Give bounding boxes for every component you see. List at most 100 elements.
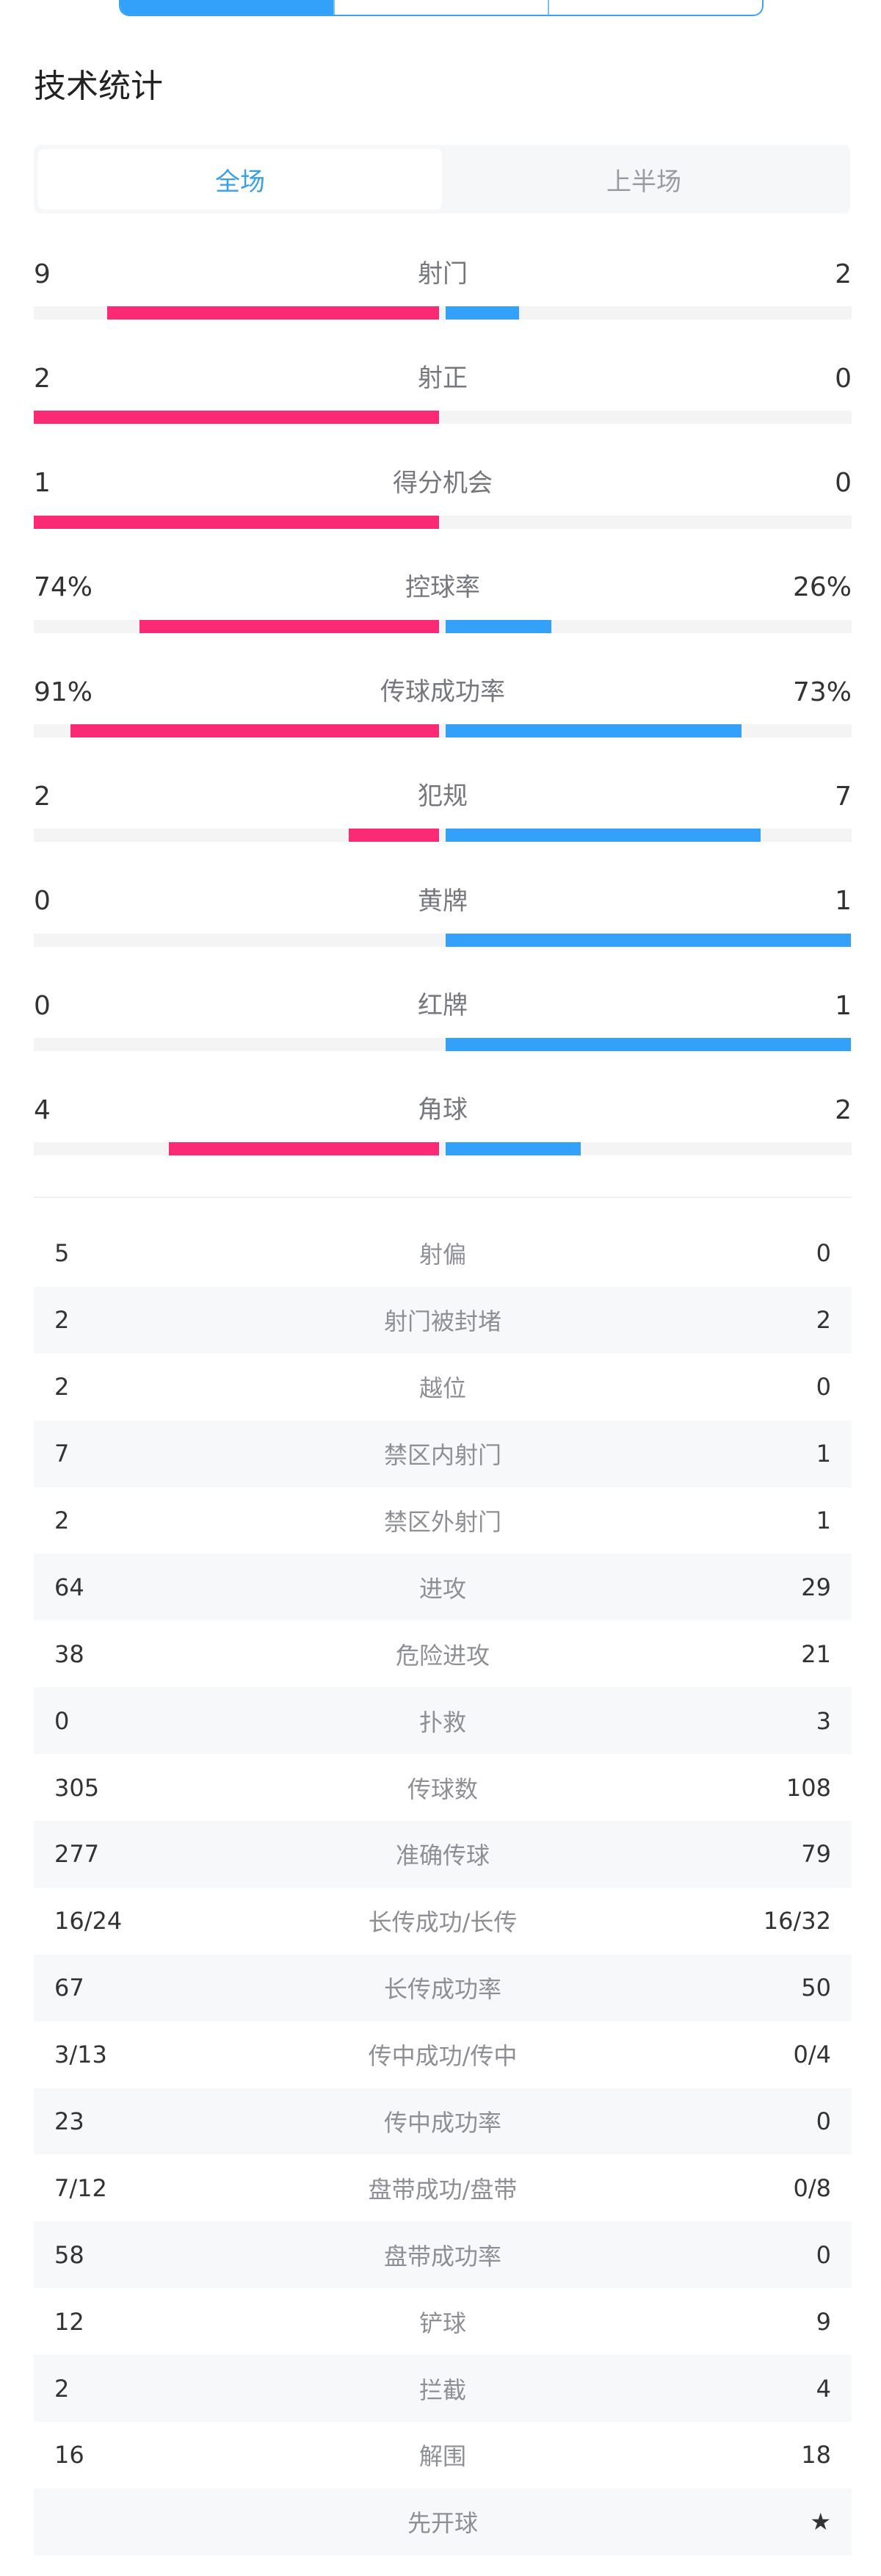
- away-value: 2: [835, 1094, 852, 1125]
- home-value: 2: [34, 363, 51, 394]
- away-value: 50: [801, 1974, 831, 2002]
- stat-bar-row: 74% 26% 控球率: [34, 563, 852, 668]
- bar-stats: 9 2 射门 2 0 射正 1 0 得分机会 74% 26% 控球率 91% 73% 传球…: [34, 250, 852, 1191]
- away-value: 9: [816, 2307, 831, 2336]
- away-value: 73%: [792, 677, 852, 707]
- away-value: 2: [816, 1306, 831, 1335]
- stat-label: 黄牌: [418, 886, 468, 916]
- period-tabs: 全场 上半场: [34, 145, 850, 214]
- home-value: 23: [54, 2107, 84, 2136]
- stat-label: 犯规: [418, 782, 468, 812]
- section-title: 技术统计: [34, 68, 163, 105]
- home-bar: [349, 829, 439, 843]
- away-value: 16/32: [763, 1907, 831, 1935]
- stat-bar-track: [34, 1038, 852, 1052]
- stat-label: 长传成功率: [383, 1975, 501, 2004]
- stat-label: 传中成功率: [383, 2109, 501, 2137]
- home-value: 0: [54, 1706, 70, 1735]
- stat-bar-row: 0 1 黄牌: [34, 877, 852, 981]
- stat-label: 准确传球: [395, 1841, 490, 1870]
- table-row: 先开球 ★: [34, 2488, 852, 2555]
- stat-label: 射正: [418, 364, 468, 394]
- divider: [34, 1197, 852, 1198]
- stats-table: 5 射偏 0 2 射门被封堵 2 2 越位 0 7 禁区内射门 1 2 禁区外射门 1 64 进攻 29 38 危险进…: [34, 1220, 852, 2555]
- away-value: 1: [835, 990, 852, 1021]
- home-value: 9: [34, 259, 51, 289]
- tab-first-half[interactable]: 上半场: [606, 167, 681, 197]
- table-row: 16/24 长传成功/长传 16/32: [34, 1888, 852, 1955]
- top-segmented-control: [119, 0, 764, 16]
- away-value: 0: [816, 2107, 831, 2136]
- table-row: 64 进攻 29: [34, 1554, 852, 1621]
- table-row: 7/12 盘带成功/盘带 0/8: [34, 2154, 852, 2221]
- away-bar: [446, 306, 520, 320]
- stat-bar-row: 9 2 射门: [34, 250, 852, 354]
- stat-label: 进攻: [418, 1574, 466, 1603]
- home-bar: [70, 724, 439, 738]
- stat-bar-row: 2 7 犯规: [34, 772, 852, 876]
- home-bar: [34, 411, 439, 425]
- home-value: 64: [54, 1573, 84, 1601]
- stat-bar-row: 2 0 射正: [34, 354, 852, 458]
- away-value: 108: [786, 1773, 831, 1802]
- table-row: 0 扑救 3: [34, 1687, 852, 1755]
- stat-label: 角球: [418, 1095, 468, 1125]
- away-value: 0: [835, 468, 852, 499]
- stat-label: 扑救: [418, 1708, 466, 1736]
- stat-label: 盘带成功率: [383, 2242, 501, 2270]
- table-row: 2 禁区外射门 1: [34, 1487, 852, 1554]
- home-bar: [34, 515, 439, 529]
- home-value: 2: [54, 1507, 70, 1534]
- home-value: 1: [34, 468, 51, 499]
- away-value: 1: [816, 1440, 831, 1468]
- home-value: 0: [34, 990, 51, 1021]
- table-row: 16 解围 18: [34, 2422, 852, 2489]
- stat-label: 盘带成功/盘带: [368, 2175, 518, 2204]
- stat-bar-track: [34, 619, 852, 633]
- stat-label: 危险进攻: [395, 1641, 490, 1670]
- home-value: 91%: [34, 677, 93, 707]
- stat-label: 先开球: [407, 2509, 478, 2538]
- segment-1[interactable]: [120, 0, 335, 15]
- table-row: 67 长传成功率 50: [34, 1954, 852, 2021]
- stat-label: 铲球: [418, 2309, 466, 2337]
- stat-label: 传球成功率: [380, 677, 505, 707]
- table-row: 2 越位 0: [34, 1354, 852, 1421]
- home-value: 2: [34, 781, 51, 812]
- home-value: 16/24: [54, 1907, 123, 1935]
- away-value: 0/4: [793, 2041, 832, 2069]
- home-value: 2: [54, 2374, 70, 2403]
- away-value: 4: [816, 2374, 831, 2403]
- home-value: 58: [54, 2240, 84, 2269]
- away-value: 2: [835, 259, 852, 289]
- table-row: 277 准确传球 79: [34, 1821, 852, 1888]
- away-value: 3: [816, 1706, 831, 1735]
- star-icon: ★: [810, 2508, 831, 2536]
- away-value: 26%: [792, 572, 852, 603]
- home-value: 7/12: [54, 2173, 107, 2202]
- stat-label: 解围: [418, 2442, 466, 2471]
- table-row: 58 盘带成功率 0: [34, 2221, 852, 2289]
- home-value: 12: [54, 2307, 84, 2336]
- stat-bar-row: 4 2 角球: [34, 1086, 852, 1190]
- away-bar: [446, 933, 851, 947]
- table-row: 12 铲球 9: [34, 2288, 852, 2355]
- stat-label: 传中成功/传中: [368, 2042, 518, 2071]
- stat-bar-track: [34, 724, 852, 738]
- home-value: 67: [54, 1974, 84, 2002]
- table-row: 2 拦截 4: [34, 2355, 852, 2422]
- away-value: 1: [816, 1507, 831, 1534]
- stat-bar-track: [34, 306, 852, 320]
- table-row: 2 射门被封堵 2: [34, 1286, 852, 1354]
- stat-label: 射偏: [418, 1241, 466, 1269]
- table-row: 23 传中成功率 0: [34, 2088, 852, 2155]
- table-row: 305 传球数 108: [34, 1754, 852, 1821]
- away-value: 7: [835, 781, 852, 812]
- stat-label: 长传成功/长传: [368, 1908, 518, 1937]
- away-bar: [446, 619, 551, 633]
- home-value: 0: [34, 886, 51, 917]
- segment-3[interactable]: [549, 0, 762, 15]
- tab-full-match[interactable]: 全场: [38, 149, 442, 209]
- segment-2[interactable]: [335, 0, 549, 15]
- home-value: 74%: [34, 572, 93, 603]
